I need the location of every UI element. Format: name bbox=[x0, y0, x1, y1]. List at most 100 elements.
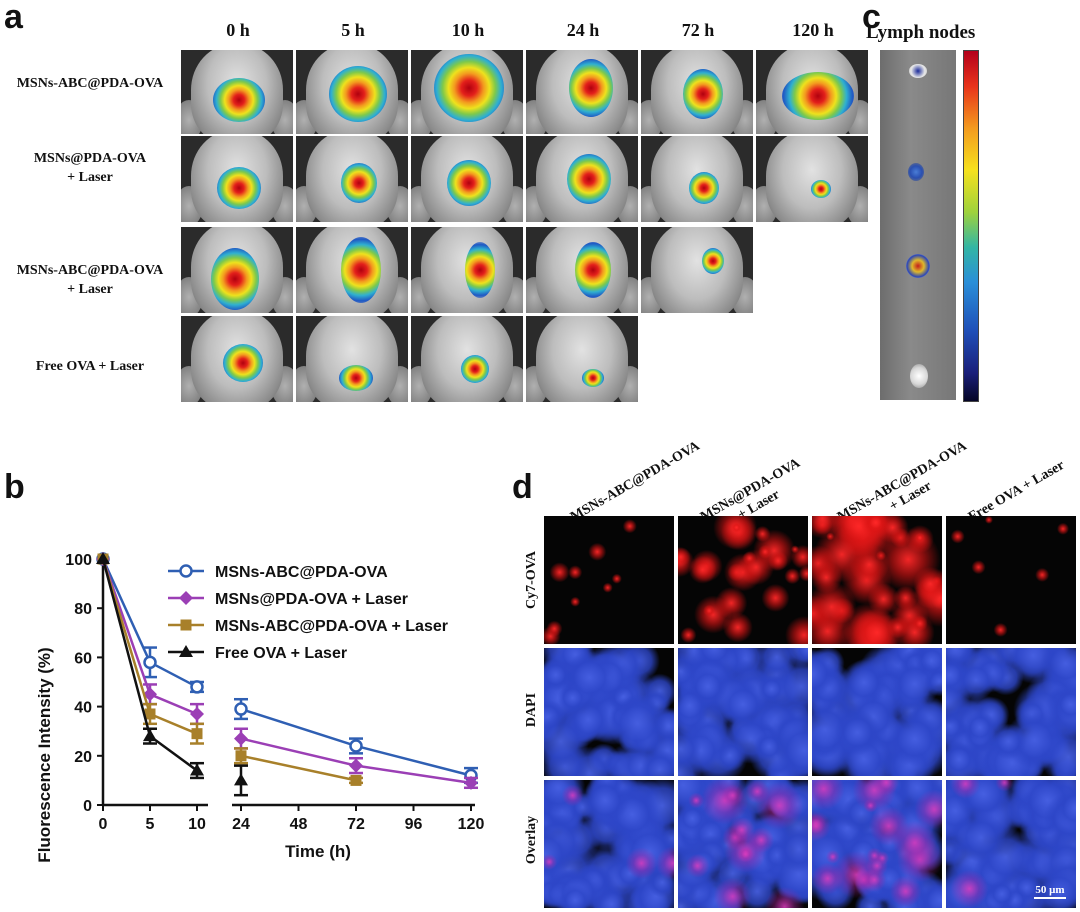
fluorescence-signal bbox=[447, 160, 492, 207]
data-point bbox=[179, 591, 193, 605]
fluorescence-signal bbox=[582, 368, 605, 387]
x-tick-label: 120 bbox=[458, 816, 485, 833]
y-tick-label: 40 bbox=[74, 700, 92, 717]
row-label-2-line1: MSNs@PDA-OVA bbox=[33, 151, 147, 166]
micrograph-r2-c2 bbox=[678, 648, 808, 776]
micrograph-r3-c3 bbox=[812, 780, 942, 908]
imaging-tile-r3-c4 bbox=[526, 227, 638, 313]
row-label-2-line2: + Laser bbox=[67, 169, 113, 185]
imaging-tile-r4-c1 bbox=[181, 316, 293, 402]
micrograph-r3-c4 bbox=[946, 780, 1076, 908]
fluorescence-signal bbox=[688, 171, 719, 204]
chart-series bbox=[96, 552, 478, 797]
fluorescence-signal bbox=[460, 355, 489, 384]
series-line-segment bbox=[355, 744, 472, 777]
mouse-body bbox=[766, 136, 858, 222]
fluorescence-signal bbox=[434, 53, 505, 122]
data-point bbox=[96, 552, 110, 564]
legend-label: MSNs@PDA-OVA + Laser bbox=[215, 591, 408, 608]
fluorescence-signal bbox=[210, 247, 259, 310]
micrograph-r1-c2 bbox=[678, 516, 808, 644]
lymph-node-2 bbox=[908, 163, 924, 181]
scale-bar: 50 μm bbox=[1030, 884, 1070, 899]
data-point bbox=[234, 773, 248, 786]
lymph-node-image bbox=[880, 50, 956, 400]
data-point bbox=[143, 655, 157, 670]
panel-d-letter: d bbox=[512, 468, 533, 506]
fluorescence-signal bbox=[340, 237, 381, 303]
series-2 bbox=[96, 552, 478, 790]
imaging-tile-r1-c2 bbox=[296, 50, 408, 134]
row-label-3: MSNs-ABC@PDA-OVA + Laser bbox=[0, 262, 180, 300]
row-label-4: Free OVA + Laser bbox=[0, 358, 180, 377]
imaging-tile-r2-c6 bbox=[756, 136, 868, 222]
fluorescence-signal bbox=[701, 248, 724, 275]
time-label-24h: 24 h bbox=[566, 20, 600, 40]
x-tick-label: 96 bbox=[405, 816, 423, 833]
series-line-segment bbox=[355, 764, 472, 785]
imaging-tile-r4-c2 bbox=[296, 316, 408, 402]
imaging-tile-r1-c1 bbox=[181, 50, 293, 134]
row-label-2: MSNs@PDA-OVA + Laser bbox=[0, 150, 180, 188]
x-tick-label: 72 bbox=[347, 816, 365, 833]
series-line-segment bbox=[149, 693, 198, 716]
data-point bbox=[144, 708, 156, 720]
chart-axes: 0 20 40 60 80 100 0 5 10 24 48 72 96 120 bbox=[65, 552, 484, 833]
y-tick-label: 100 bbox=[65, 552, 92, 569]
fluorescence-signal bbox=[575, 242, 612, 298]
micrograph-r2-c4 bbox=[946, 648, 1076, 776]
data-point bbox=[179, 645, 193, 657]
y-tick-label: 0 bbox=[83, 798, 92, 815]
data-point bbox=[180, 619, 192, 631]
series-line-segment bbox=[240, 754, 357, 782]
mouse-body bbox=[651, 227, 743, 313]
imaging-tile-r1-c4 bbox=[526, 50, 638, 134]
fluorescence-line-chart: 0 20 40 60 80 100 0 5 10 24 48 72 96 120 MSNs-ABC@PDA… bbox=[35, 552, 484, 863]
scale-bar-line bbox=[1034, 897, 1066, 899]
imaging-tile-r4-c3 bbox=[411, 316, 523, 402]
row-label-1-line1: MSNs-ABC@PDA-OVA bbox=[16, 76, 164, 91]
series-line-segment bbox=[240, 737, 357, 767]
imaging-tile-r2-c3 bbox=[411, 136, 523, 222]
x-tick-label: 0 bbox=[99, 816, 108, 833]
fluorescence-signal bbox=[217, 166, 262, 209]
legend-label: Free OVA + Laser bbox=[215, 645, 347, 662]
data-point bbox=[190, 680, 204, 694]
micrograph-r3-c1 bbox=[544, 780, 674, 908]
series-line-segment bbox=[101, 558, 152, 737]
time-label-120h: 120 h bbox=[792, 20, 834, 40]
col-label-1-line1: MSNs-ABC@PDA-OVA bbox=[568, 438, 703, 525]
col-label-1: MSNs-ABC@PDA-OVA bbox=[568, 439, 703, 527]
panel-a-letter: a bbox=[4, 0, 23, 36]
mouse-body bbox=[536, 316, 628, 402]
fluorescence-signal bbox=[566, 154, 611, 204]
fluorescence-signal bbox=[213, 78, 266, 123]
lymph-nodes-title: Lymph nodes bbox=[866, 22, 976, 43]
row-label-3-line1: MSNs-ABC@PDA-OVA bbox=[16, 263, 164, 278]
legend-label: MSNs-ABC@PDA-OVA + Laser bbox=[215, 618, 448, 635]
fluorescence-signal bbox=[781, 72, 854, 121]
x-tick-label: 10 bbox=[188, 816, 206, 833]
fluorescence-signal bbox=[339, 364, 374, 391]
fluorescence-signal bbox=[222, 344, 263, 383]
time-label-10h: 10 h bbox=[451, 20, 485, 40]
series-4 bbox=[96, 552, 248, 797]
data-point bbox=[143, 729, 157, 742]
micrograph-r1-c1 bbox=[544, 516, 674, 644]
imaging-tile-r1-c6 bbox=[756, 50, 868, 134]
data-point bbox=[235, 750, 247, 762]
micrograph-r2-c3 bbox=[812, 648, 942, 776]
lymph-node-3 bbox=[906, 254, 930, 278]
d-row-label-cy7: Cy7-OVA bbox=[524, 550, 539, 610]
series-3 bbox=[97, 553, 363, 786]
lymph-node-4 bbox=[910, 364, 928, 388]
imaging-tile-r3-c3 bbox=[411, 227, 523, 313]
time-label-0h: 0 h bbox=[226, 20, 250, 40]
row-label-4-line1: Free OVA + Laser bbox=[35, 359, 145, 374]
imaging-tile-r3-c1 bbox=[181, 227, 293, 313]
y-tick-label: 20 bbox=[74, 749, 92, 766]
fluorescence-signal bbox=[328, 65, 387, 122]
fluorescence-signal bbox=[568, 58, 613, 117]
data-point bbox=[349, 739, 363, 753]
series-line-segment bbox=[101, 558, 152, 663]
